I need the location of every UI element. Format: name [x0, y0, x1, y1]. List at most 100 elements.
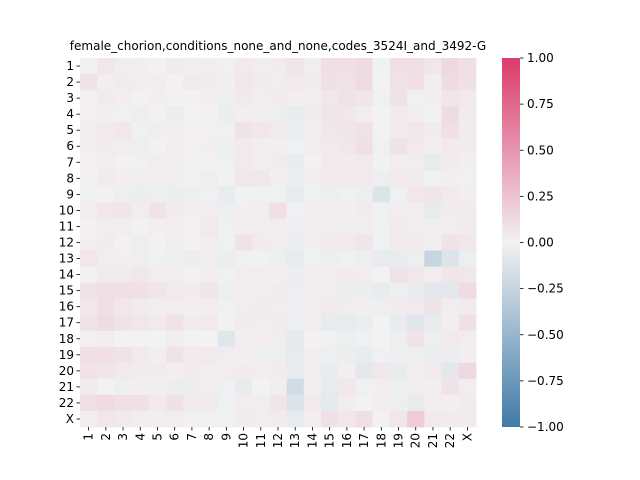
heatmap-cell: [114, 218, 133, 235]
heatmap-cell: [234, 74, 253, 91]
heatmap-cell: [234, 314, 253, 332]
heatmap-cell: [321, 202, 339, 219]
heatmap-cell: [80, 106, 98, 123]
heatmap-cell: [183, 138, 201, 155]
heatmap-cell: [269, 122, 288, 139]
heatmap-cell: [166, 138, 184, 155]
heatmap-cell: [166, 394, 184, 412]
heatmap-cell: [389, 250, 408, 267]
heatmap-cell: [424, 410, 442, 428]
heatmap-cell: [252, 58, 270, 75]
heatmap-cell: [234, 122, 253, 139]
heatmap-cell: [166, 186, 184, 203]
heatmap-cell: [234, 330, 253, 348]
heatmap-cell: [80, 346, 98, 364]
heatmap-cell: [355, 314, 374, 332]
heatmap-cell: [286, 74, 305, 91]
heatmap-cell: [269, 186, 288, 203]
heatmap-cell: [80, 138, 98, 155]
heatmap-cell: [234, 298, 253, 316]
heatmap-cell: [148, 330, 167, 348]
heatmap-cell: [148, 378, 167, 396]
heatmap-cell: [303, 346, 322, 364]
heatmap-cell: [303, 186, 322, 203]
heatmap-cell: [407, 170, 425, 187]
heatmap-cell: [321, 218, 339, 235]
x-tick-label: 6: [168, 433, 182, 441]
heatmap-cell: [252, 218, 270, 235]
heatmap-cell: [97, 122, 115, 139]
heatmap-cell: [217, 122, 236, 139]
heatmap-cell: [286, 106, 305, 123]
heatmap-cell: [338, 90, 356, 107]
heatmap-cell: [389, 330, 408, 348]
heatmap-cell: [148, 314, 167, 332]
heatmap-cell: [114, 394, 133, 412]
heatmap-cell: [166, 122, 184, 139]
heatmap-cell: [372, 378, 391, 396]
heatmap-cell: [217, 410, 236, 428]
heatmap-cell: [389, 74, 408, 91]
heatmap-cell: [286, 218, 305, 235]
heatmap-cell: [166, 58, 184, 75]
heatmap-cell: [252, 186, 270, 203]
heatmap-cell: [355, 298, 374, 316]
heatmap-cell: [131, 138, 150, 155]
heatmap-cell: [407, 218, 425, 235]
heatmap-cell: [183, 250, 201, 267]
heatmap-cell: [252, 106, 270, 123]
heatmap-cell: [424, 74, 442, 91]
heatmap-cell: [200, 298, 219, 316]
heatmap-cell: [372, 410, 391, 428]
heatmap-cell: [252, 234, 270, 251]
heatmap-cell: [458, 170, 477, 187]
heatmap-cell: [252, 154, 270, 171]
x-tick-label: 16: [340, 433, 354, 448]
heatmap-cell: [321, 186, 339, 203]
heatmap-cell: [269, 170, 288, 187]
heatmap-cell: [97, 250, 115, 267]
heatmap-cell: [131, 106, 150, 123]
heatmap-cell: [338, 138, 356, 155]
heatmap-cell: [458, 250, 477, 267]
heatmap-cell: [166, 282, 184, 300]
heatmap-cell: [424, 282, 442, 300]
heatmap-cell: [131, 90, 150, 107]
heatmap-cell: [200, 74, 219, 91]
heatmap-cell: [148, 346, 167, 364]
heatmap-cell: [252, 266, 270, 284]
x-tick-label: 15: [323, 433, 337, 448]
heatmap-cell: [458, 330, 477, 348]
heatmap-cell: [458, 362, 477, 380]
heatmap-cell: [303, 266, 322, 284]
x-tick-label: 10: [237, 433, 251, 448]
heatmap-cell: [424, 346, 442, 364]
heatmap-cell: [234, 186, 253, 203]
heatmap-cell: [321, 74, 339, 91]
heatmap-cell: [321, 282, 339, 300]
heatmap-cell: [97, 346, 115, 364]
heatmap-cell: [252, 90, 270, 107]
heatmap-cell: [148, 186, 167, 203]
heatmap-cell: [441, 410, 460, 428]
heatmap-cell: [114, 122, 133, 139]
heatmap-cell: [389, 106, 408, 123]
heatmap-cell: [200, 378, 219, 396]
heatmap-cell: [372, 234, 391, 251]
heatmap-cell: [131, 234, 150, 251]
heatmap-cell: [97, 154, 115, 171]
heatmap-cell: [407, 378, 425, 396]
heatmap-cell: [321, 410, 339, 428]
heatmap-cell: [424, 106, 442, 123]
y-tick-label: 18: [59, 332, 74, 346]
heatmap-cell: [303, 154, 322, 171]
heatmap-cell: [355, 330, 374, 348]
colorbar-tick-label: 1.00: [527, 51, 554, 65]
heatmap-cell: [441, 346, 460, 364]
heatmap-cell: [97, 186, 115, 203]
heatmap-cell: [183, 314, 201, 332]
heatmap-cell: [286, 122, 305, 139]
y-tick-label: 5: [66, 123, 74, 137]
heatmap-cell: [286, 250, 305, 267]
